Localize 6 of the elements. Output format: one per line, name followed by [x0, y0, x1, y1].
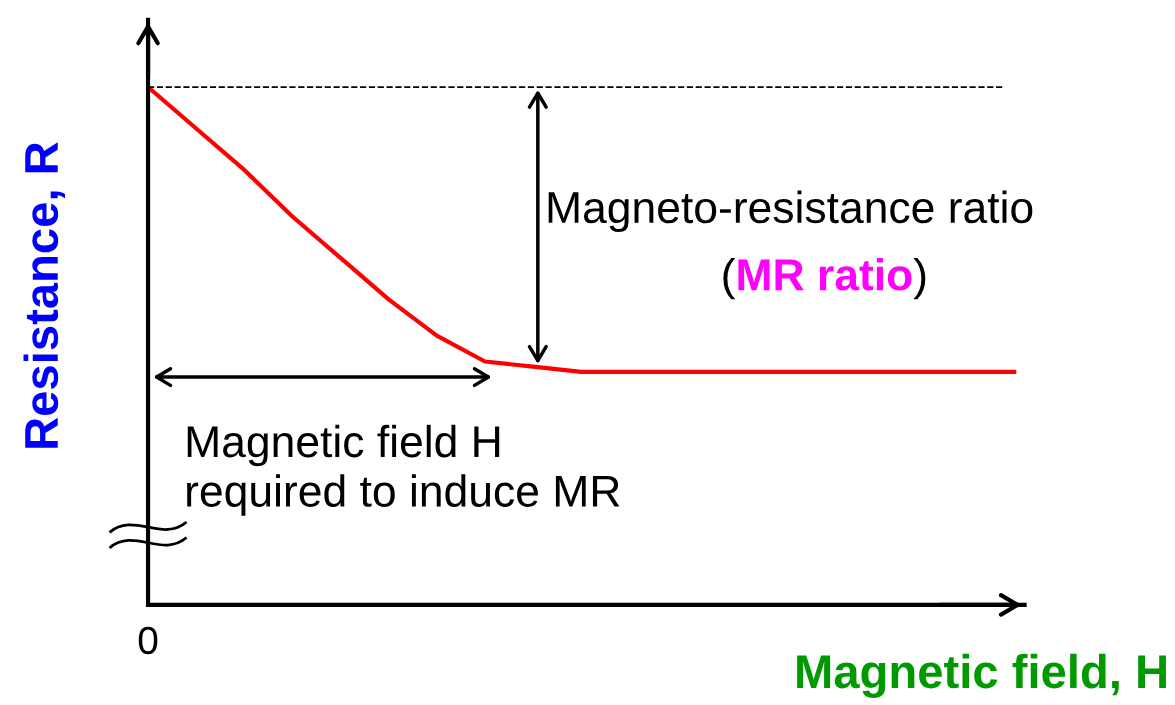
x-axis-title: Magnetic field, H	[797, 653, 1166, 698]
y-axis-title: Resistance, R	[23, 142, 66, 448]
annotation: Magnetic field H required to induce MR	[187, 424, 620, 516]
text: 0	[138, 626, 158, 655]
annotation: (MR ratio)	[723, 257, 926, 300]
annotation: Magneto-resistance ratio	[548, 190, 1033, 233]
